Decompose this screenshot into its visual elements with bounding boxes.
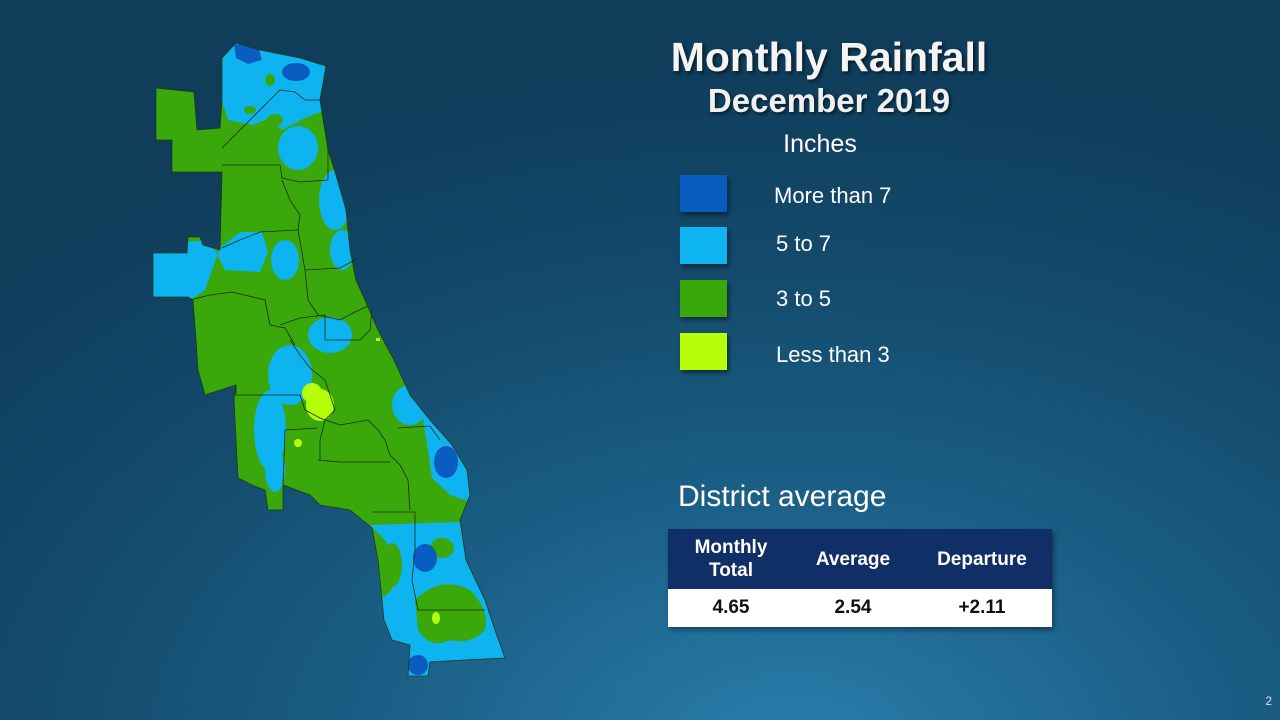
legend-label-3-to-5: 3 to 5 [776, 286, 832, 311]
page-title: Monthly Rainfall [670, 34, 988, 80]
zone-3-to-5 [244, 74, 486, 644]
table-header-row: Monthly Total Average Departure [668, 529, 1052, 589]
legend-swatch-5-to-7 [680, 227, 727, 264]
header-monthly-total: Monthly Total [668, 529, 794, 589]
value-monthly-total: 4.65 [668, 589, 794, 627]
legend-units: Inches [783, 130, 857, 158]
legend-swatch-3-to-5 [680, 280, 727, 317]
legend-label-more-than-7: More than 7 [774, 183, 892, 208]
legend-swatch-more-than-7 [680, 175, 727, 212]
page-subtitle: December 2019 [707, 82, 951, 119]
district-average-heading: District average [678, 480, 887, 513]
zone-more-than-7 [234, 44, 458, 675]
legend-label-less-than-3: Less than 3 [776, 342, 890, 367]
value-departure: +2.11 [911, 589, 1052, 627]
legend-swatch-less-than-3 [680, 333, 727, 370]
header-departure: Departure [911, 529, 1052, 589]
page-number: 2 [1265, 694, 1272, 708]
county-boundaries [189, 89, 485, 611]
zone-less-than-3 [294, 280, 440, 624]
value-average: 2.54 [794, 589, 912, 627]
district-average-table: Monthly Total Average Departure 4.65 2.5… [668, 529, 1052, 627]
table-row: 4.65 2.54 +2.11 [668, 589, 1052, 627]
header-average: Average [794, 529, 912, 589]
legend-label-5-to-7: 5 to 7 [776, 231, 832, 256]
